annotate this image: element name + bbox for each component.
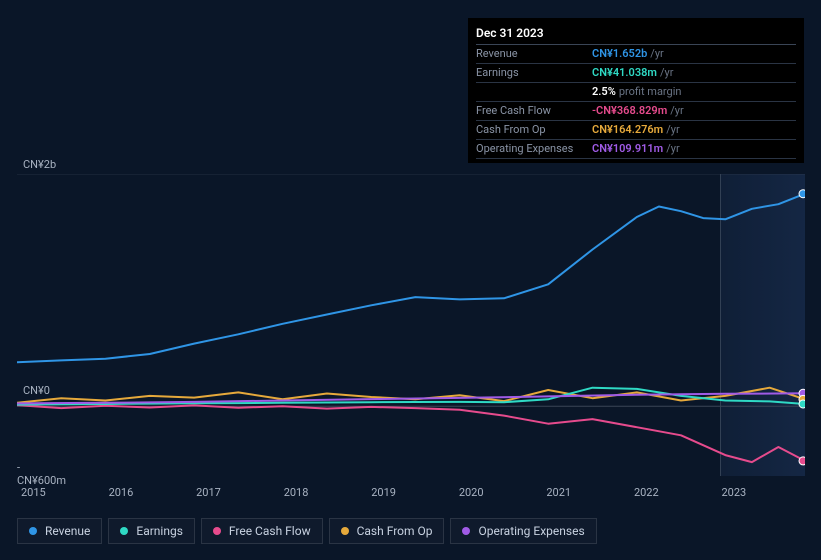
series-free-cash-flow bbox=[17, 405, 805, 462]
x-tick-label: 2020 bbox=[455, 486, 543, 504]
x-tick-label: 2023 bbox=[718, 486, 806, 504]
legend-item-cash-from-op[interactable]: Cash From Op bbox=[329, 518, 445, 544]
tooltip-row: Cash From OpCN¥164.276m/yr bbox=[476, 121, 796, 140]
chart-tooltip: Dec 31 2023 RevenueCN¥1.652b/yrEarningsC… bbox=[468, 18, 804, 163]
tooltip-row: Free Cash Flow-CN¥368.829m/yr bbox=[476, 102, 796, 121]
tooltip-row: 2.5%profit margin bbox=[476, 83, 796, 102]
x-tick-label: 2017 bbox=[192, 486, 280, 504]
tooltip-metric-label bbox=[476, 84, 592, 100]
tooltip-metric-suffix: /yr bbox=[666, 141, 679, 157]
tooltip-metric-label: Operating Expenses bbox=[476, 141, 592, 157]
tooltip-metric-suffix: /yr bbox=[650, 46, 663, 62]
chart-legend: Revenue Earnings Free Cash Flow Cash From O… bbox=[17, 518, 805, 544]
legend-dot-icon bbox=[462, 527, 470, 535]
x-tick-label: 2015 bbox=[17, 486, 105, 504]
legend-label: Operating Expenses bbox=[478, 524, 584, 538]
tooltip-metric-value: CN¥41.038m bbox=[592, 65, 657, 81]
tooltip-date: Dec 31 2023 bbox=[476, 24, 796, 45]
end-marker bbox=[799, 190, 805, 198]
legend-label: Cash From Op bbox=[357, 524, 433, 538]
chart-canvas[interactable] bbox=[17, 174, 805, 476]
x-tick-label: 2021 bbox=[542, 486, 630, 504]
tooltip-row: EarningsCN¥41.038m/yr bbox=[476, 64, 796, 83]
legend-dot-icon bbox=[29, 527, 37, 535]
legend-item-revenue[interactable]: Revenue bbox=[17, 518, 102, 544]
tooltip-metric-suffix: /yr bbox=[670, 103, 683, 119]
tooltip-metric-label: Earnings bbox=[476, 65, 592, 81]
end-marker bbox=[799, 400, 805, 408]
tooltip-metric-label: Free Cash Flow bbox=[476, 103, 592, 119]
legend-label: Revenue bbox=[45, 524, 90, 538]
tooltip-metric-value: 2.5% bbox=[592, 84, 616, 100]
series-cash-from-op bbox=[17, 388, 805, 403]
legend-dot-icon bbox=[213, 527, 221, 535]
tooltip-metric-suffix: /yr bbox=[660, 65, 673, 81]
tooltip-metric-suffix: profit margin bbox=[619, 84, 682, 100]
tooltip-metric-label: Cash From Op bbox=[476, 122, 592, 138]
tooltip-metric-value: CN¥109.911m bbox=[592, 141, 663, 157]
legend-label: Free Cash Flow bbox=[229, 524, 311, 538]
tooltip-metric-label: Revenue bbox=[476, 46, 592, 62]
x-tick-label: 2022 bbox=[630, 486, 718, 504]
legend-label: Earnings bbox=[136, 524, 183, 538]
tooltip-row: Operating ExpensesCN¥109.911m/yr bbox=[476, 140, 796, 159]
x-tick-label: 2018 bbox=[280, 486, 368, 504]
x-tick-label: 2019 bbox=[367, 486, 455, 504]
legend-dot-icon bbox=[341, 527, 349, 535]
series-revenue bbox=[17, 194, 805, 363]
x-tick-label: 2016 bbox=[105, 486, 193, 504]
legend-dot-icon bbox=[120, 527, 128, 535]
legend-item-earnings[interactable]: Earnings bbox=[108, 518, 195, 544]
legend-item-operating-expenses[interactable]: Operating Expenses bbox=[450, 518, 596, 544]
legend-item-free-cash-flow[interactable]: Free Cash Flow bbox=[201, 518, 323, 544]
end-marker bbox=[799, 457, 805, 465]
tooltip-row: RevenueCN¥1.652b/yr bbox=[476, 45, 796, 64]
financials-chart: CN¥2b CN¥0 -CN¥600m bbox=[17, 160, 805, 478]
x-axis: 201520162017201820192020202120222023 bbox=[17, 486, 805, 504]
tooltip-metric-value: CN¥1.652b bbox=[592, 46, 647, 62]
tooltip-metric-value: -CN¥368.829m bbox=[592, 103, 667, 119]
tooltip-metric-value: CN¥164.276m bbox=[592, 122, 663, 138]
tooltip-metric-suffix: /yr bbox=[666, 122, 679, 138]
